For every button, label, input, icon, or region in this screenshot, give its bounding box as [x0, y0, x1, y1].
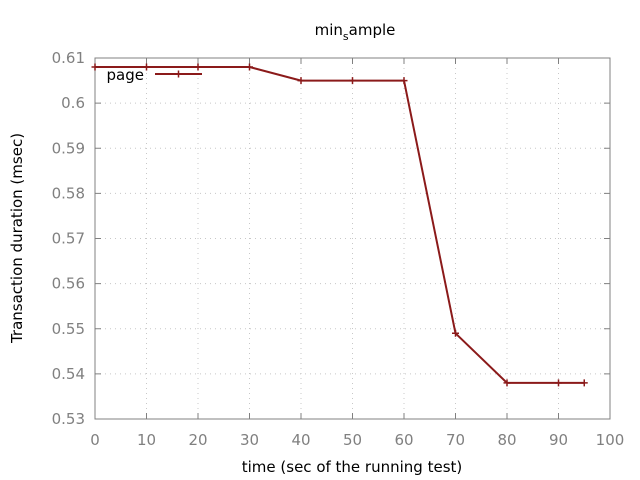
chart-title-main: min [315, 21, 343, 39]
y-tick-label: 0.56 [52, 275, 85, 293]
legend-marker-page [175, 70, 182, 78]
data-point-page [143, 63, 150, 71]
x-tick-label: 30 [240, 431, 259, 449]
y-tick-label: 0.57 [52, 230, 85, 248]
x-axis-tick-labels: 0 10 20 30 40 50 60 70 80 90 100 [90, 431, 624, 449]
x-tick-label: 40 [291, 431, 310, 449]
x-tick-label: 80 [497, 431, 516, 449]
y-tick-label: 0.6 [61, 94, 85, 112]
x-tick-label: 100 [596, 431, 625, 449]
y-tick-label: 0.54 [52, 365, 85, 383]
y-tick-label: 0.53 [52, 410, 85, 428]
grid [95, 58, 610, 419]
data-point-page [555, 379, 562, 387]
series-line-page [95, 66, 585, 384]
y-tick-label: 0.59 [52, 139, 85, 157]
x-tick-label: 60 [394, 431, 413, 449]
x-tick-label: 90 [549, 431, 568, 449]
data-point-page [297, 77, 305, 85]
chart-title-subscript: s [343, 30, 349, 43]
series-layer [91, 63, 588, 387]
x-axis-title: time (sec of the running test) [242, 458, 463, 476]
chart-title: minsample [315, 21, 396, 43]
data-point-page [194, 63, 202, 71]
data-point-page [246, 63, 253, 71]
legend: page [107, 66, 202, 84]
data-point-page [349, 77, 356, 85]
chart-title-rest: ample [349, 21, 396, 39]
y-axis-title: Transaction duration (msec) [8, 133, 26, 344]
y-tick-label: 0.58 [52, 184, 85, 202]
y-tick-label: 0.55 [52, 320, 85, 338]
x-tick-label: 10 [137, 431, 156, 449]
data-point-page [400, 77, 408, 85]
legend-label-page: page [107, 66, 144, 84]
x-tick-label: 70 [446, 431, 465, 449]
data-point-page [580, 379, 588, 387]
data-point-page [91, 63, 99, 71]
x-tick-label: 50 [343, 431, 362, 449]
x-tick-label: 0 [90, 431, 100, 449]
data-point-page [452, 329, 459, 337]
y-axis-tick-labels: 0.53 0.54 0.55 0.56 0.57 0.58 0.59 0.6 0.61 [52, 49, 85, 428]
axis-ticks [94, 57, 611, 420]
data-point-page [503, 379, 511, 387]
x-tick-label: 20 [188, 431, 207, 449]
y-tick-label: 0.61 [52, 49, 85, 67]
